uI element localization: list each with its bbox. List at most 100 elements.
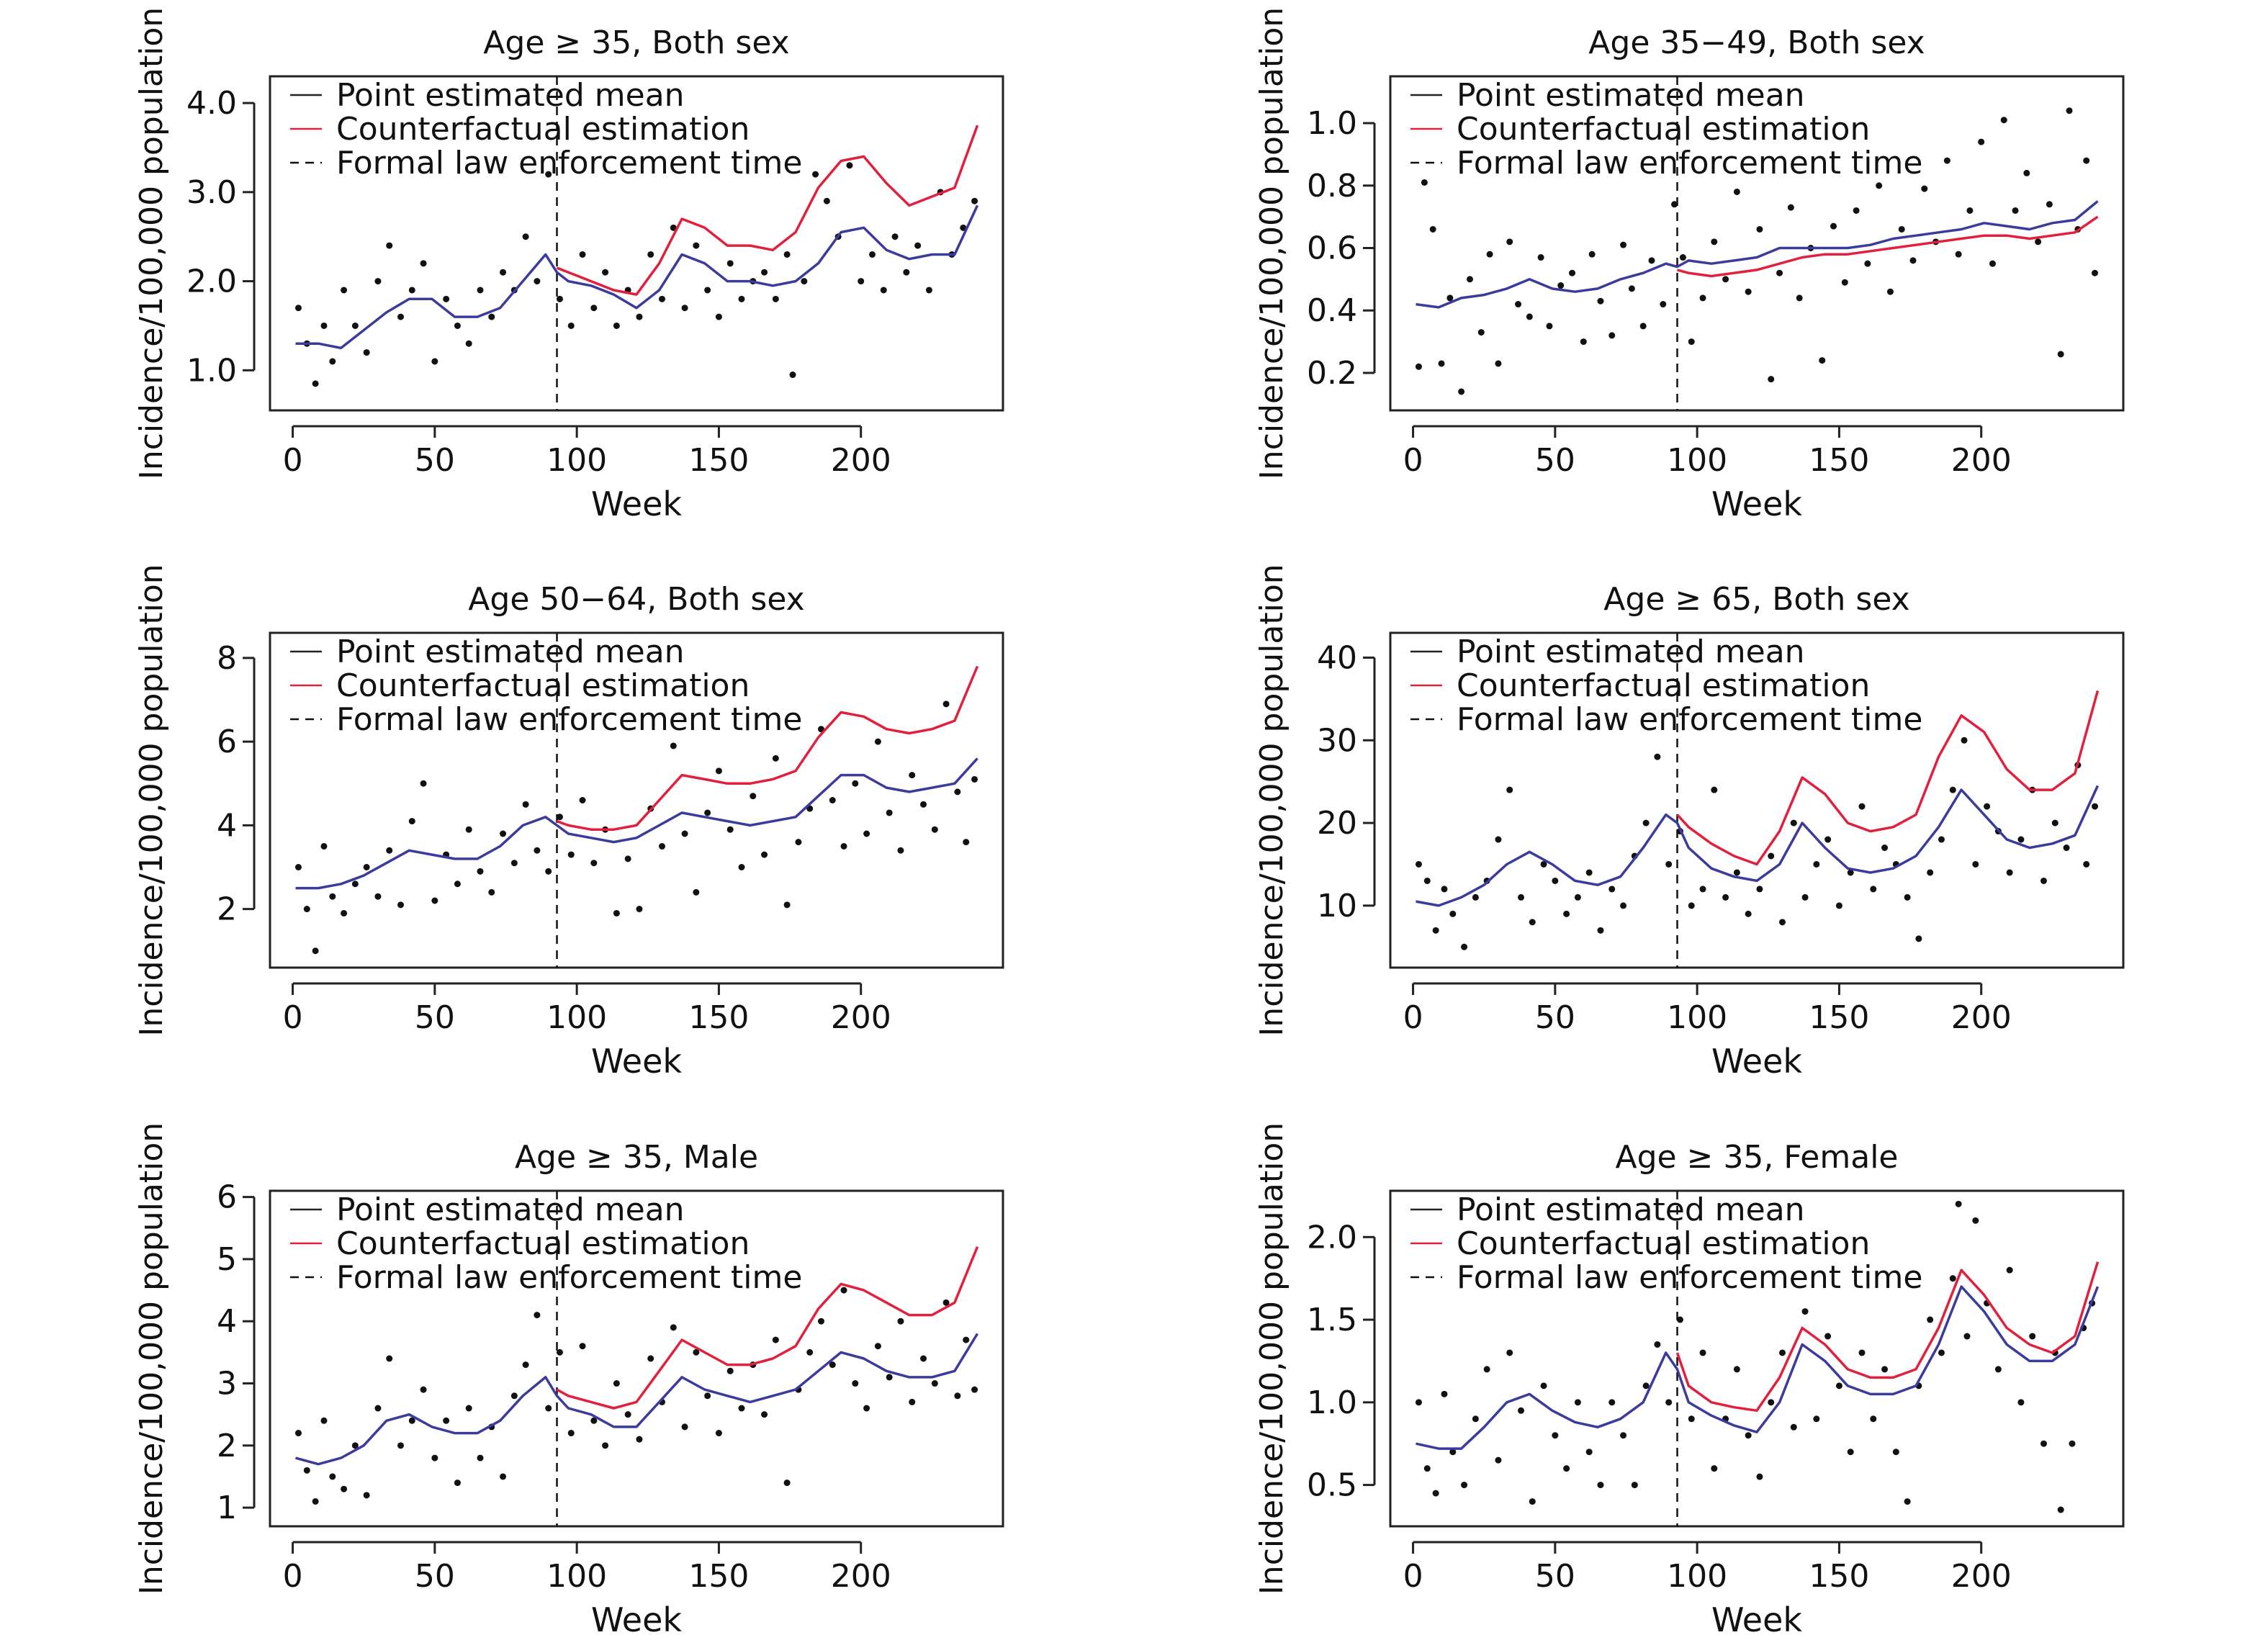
observed-point bbox=[1441, 886, 1448, 893]
observed-point bbox=[1620, 241, 1627, 248]
observed-point bbox=[1699, 1349, 1706, 1356]
observed-point bbox=[971, 197, 978, 204]
legend-label: Counterfactual estimation bbox=[336, 111, 750, 148]
observed-point bbox=[840, 842, 847, 850]
observed-point bbox=[465, 340, 472, 347]
x-tick-label: 100 bbox=[546, 1558, 607, 1595]
observed-point bbox=[320, 1417, 328, 1424]
observed-point bbox=[420, 260, 427, 267]
observed-point bbox=[693, 242, 700, 249]
observed-point bbox=[1585, 1449, 1593, 1456]
observed-point bbox=[909, 772, 916, 779]
legend-label: Formal law enforcement time bbox=[336, 701, 802, 738]
observed-point bbox=[420, 780, 427, 787]
x-tick-label: 200 bbox=[1951, 999, 2012, 1036]
observed-point bbox=[726, 260, 734, 267]
observed-point bbox=[806, 1348, 814, 1356]
observed-point bbox=[2051, 819, 2058, 826]
observed-point bbox=[341, 909, 348, 916]
observed-point bbox=[408, 287, 415, 294]
observed-point bbox=[1472, 893, 1479, 901]
observed-point bbox=[312, 947, 319, 955]
observed-point bbox=[303, 1467, 310, 1474]
observed-point bbox=[1733, 188, 1740, 195]
observed-point bbox=[1438, 360, 1445, 367]
observed-point bbox=[829, 1361, 836, 1369]
observed-point bbox=[1688, 1415, 1695, 1423]
observed-point bbox=[704, 287, 711, 294]
observed-point bbox=[1642, 1382, 1650, 1389]
y-tick-label: 40 bbox=[1317, 639, 1357, 676]
observed-point bbox=[374, 1405, 382, 1412]
observed-point bbox=[1631, 1482, 1638, 1489]
observed-point bbox=[1537, 254, 1544, 261]
observed-point bbox=[852, 780, 859, 787]
observed-point bbox=[1994, 1366, 2002, 1373]
observed-point bbox=[971, 1386, 978, 1393]
observed-point bbox=[1904, 1498, 1911, 1505]
observed-point bbox=[510, 860, 518, 867]
observed-point bbox=[772, 1336, 779, 1343]
observed-point bbox=[920, 801, 927, 808]
x-tick-label: 50 bbox=[415, 1558, 455, 1595]
observed-point bbox=[2017, 1399, 2025, 1406]
observed-point bbox=[1648, 257, 1655, 264]
observed-point bbox=[1847, 869, 1854, 876]
y-axis-label: Incidence/100,000 population bbox=[1254, 564, 1290, 1036]
legend-label: Point estimated mean bbox=[336, 1192, 685, 1228]
observed-point bbox=[1466, 276, 1473, 283]
observed-point bbox=[761, 851, 768, 858]
observed-point bbox=[2012, 207, 2019, 214]
observed-point bbox=[602, 269, 609, 276]
legend-label: Formal law enforcement time bbox=[1457, 1259, 1922, 1296]
observed-point bbox=[454, 322, 461, 329]
observed-point bbox=[613, 1380, 620, 1387]
observed-point bbox=[1756, 1473, 1763, 1480]
legend-label: Counterfactual estimation bbox=[336, 667, 750, 704]
observed-point bbox=[2006, 1266, 2013, 1274]
observed-point bbox=[1552, 877, 1559, 884]
observed-point bbox=[363, 864, 370, 870]
legend-label: Point estimated mean bbox=[336, 77, 685, 114]
observed-point bbox=[1486, 251, 1493, 258]
point-estimated-mean-line bbox=[1416, 200, 2099, 309]
counterfactual-line bbox=[1677, 215, 2099, 278]
counterfactual-line bbox=[556, 1246, 979, 1410]
observed-point bbox=[1506, 1349, 1513, 1356]
observed-point bbox=[1779, 919, 1786, 926]
observed-point bbox=[624, 1411, 631, 1418]
observed-point bbox=[1608, 886, 1616, 893]
observed-point bbox=[1790, 819, 1797, 826]
observed-point bbox=[477, 868, 484, 875]
observed-point bbox=[534, 1312, 541, 1319]
observed-point bbox=[2057, 1506, 2064, 1513]
observed-point bbox=[738, 1405, 745, 1412]
observed-point bbox=[2040, 877, 2048, 884]
y-axis-label: Incidence/100,000 population bbox=[133, 564, 170, 1036]
observed-point bbox=[294, 1430, 302, 1437]
observed-point bbox=[1904, 893, 1911, 901]
observed-point bbox=[659, 842, 666, 850]
observed-point bbox=[567, 851, 575, 858]
observed-point bbox=[1563, 1465, 1570, 1472]
x-tick-label: 0 bbox=[1403, 1558, 1423, 1595]
observed-point bbox=[1415, 860, 1422, 868]
observed-point bbox=[1552, 1432, 1559, 1439]
y-tick-label: 1 bbox=[217, 1490, 237, 1526]
x-axis-label: Week bbox=[591, 485, 682, 523]
chart-panel-6: Age ≥ 35, Female 0 50 100 150 200 Week 0.5 1.0 1.… bbox=[1254, 1122, 2125, 1635]
observed-point bbox=[320, 322, 328, 329]
y-tick-label: 0.6 bbox=[1307, 230, 1357, 267]
observed-point bbox=[1588, 251, 1596, 258]
observed-point bbox=[670, 224, 677, 231]
observed-point bbox=[1540, 860, 1547, 868]
observed-point bbox=[681, 1423, 688, 1431]
observed-point bbox=[817, 1318, 824, 1325]
observed-point bbox=[363, 349, 370, 356]
observed-point bbox=[1745, 288, 1752, 295]
observed-point bbox=[960, 224, 967, 231]
observed-point bbox=[2092, 803, 2099, 810]
observed-point bbox=[715, 313, 722, 320]
chart-panel-3: Age 50−64, Both sex 0 50 100 150 200 Week 2 4 6 8 I… bbox=[133, 564, 1004, 1081]
observed-point bbox=[963, 839, 970, 846]
